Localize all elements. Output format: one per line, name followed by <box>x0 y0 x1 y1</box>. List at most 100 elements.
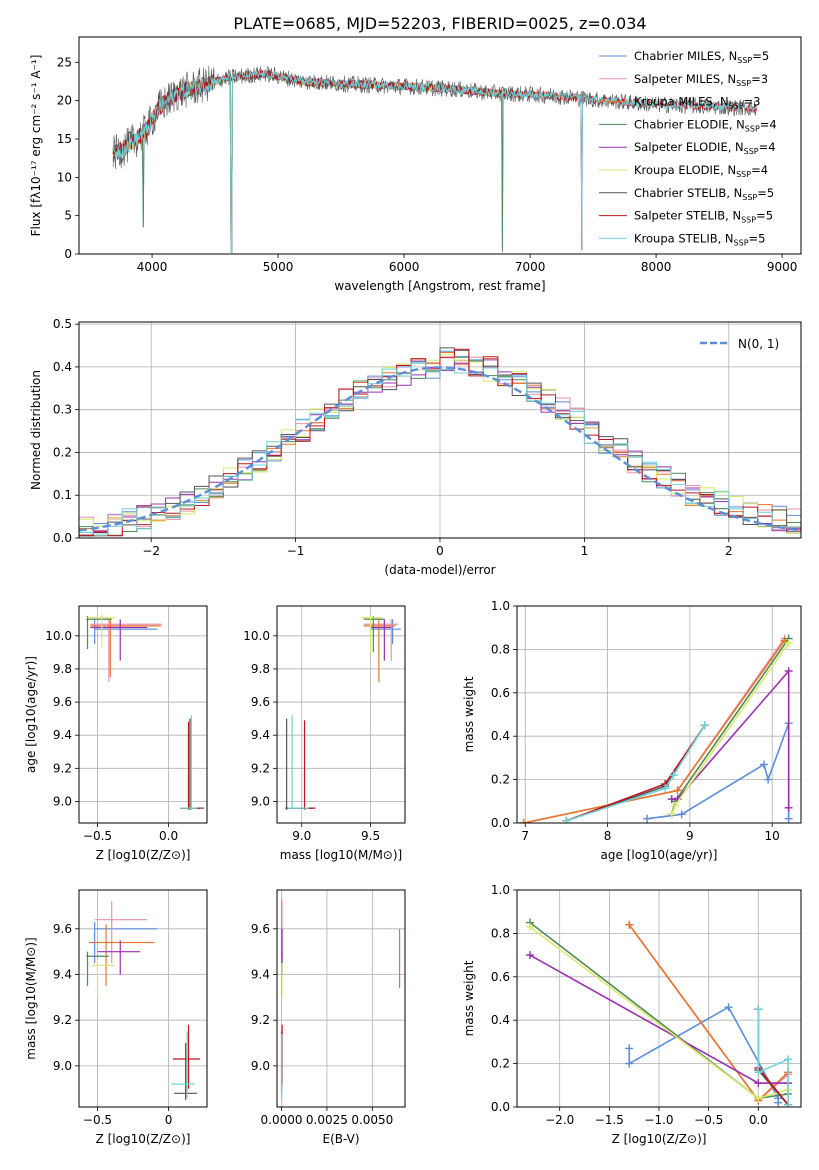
legend: N(0, 1) <box>700 337 779 351</box>
histogram-kroupa_stelib <box>79 362 801 535</box>
y-tick-label: 0.8 <box>491 926 510 940</box>
plot-area <box>86 901 200 1101</box>
plot-area <box>285 614 401 810</box>
axes-frame <box>78 36 802 255</box>
legend-label-chabrier_stelib: Chabrier STELIB, NSSP=5 <box>634 186 774 202</box>
y-tick-label: 9.8 <box>53 662 72 676</box>
panel-age_vs_Z: −0.5 0.0 9.0 9.2 9.4 9.6 9.8 10.0 Z [log10(Z/Z⊙)… <box>24 605 208 862</box>
y-tick-label: 9.8 <box>251 662 270 676</box>
legend-label-salpeter_miles: Salpeter MILES, NSSP=3 <box>634 72 768 88</box>
y-tick-label: 0.4 <box>53 360 72 374</box>
spectrum-line-kroupa_stelib <box>112 69 757 253</box>
x-tick-label: 9.5 <box>361 829 380 843</box>
weight-marker-chabrier_miles <box>625 1044 634 1053</box>
weight-line-chabrier_stelib <box>566 724 706 822</box>
plot-area <box>79 347 801 537</box>
panel-age_vs_mass: 9.0 9.5 9.0 9.2 9.4 9.6 9.8 10.0 mass [log10(M/M… <box>243 605 406 862</box>
weight-marker-kroupa_elodie <box>525 922 534 931</box>
weight-marker-chabrier_miles <box>784 814 793 823</box>
x-tick-label: 9000 <box>767 260 798 274</box>
weight-marker-kroupa_elodie <box>667 810 676 819</box>
weight-line-salpeter_stelib <box>566 724 706 822</box>
x-tick-label: 0.0 <box>749 1113 768 1127</box>
y-tick-label: 10.0 <box>45 629 72 643</box>
x-tick-label: 8 <box>604 829 612 843</box>
y-tick-label: 0.5 <box>53 317 72 331</box>
plot-area <box>280 899 401 1101</box>
weight-marker-chabrier_miles <box>774 1098 783 1107</box>
y-tick-label: 9.0 <box>53 794 72 808</box>
x-tick-label: −0.5 <box>694 1113 723 1127</box>
x-axis-label: Z [log10(Z/Z⊙)] <box>96 1132 191 1146</box>
axes-frame <box>78 889 208 1108</box>
weight-marker-chabrier_miles <box>625 1059 634 1068</box>
axes-frame <box>516 889 802 1108</box>
weight-marker-kroupa_stelib <box>661 784 670 793</box>
y-tick-label: 9.2 <box>53 1013 72 1027</box>
x-tick-label: −2 <box>142 544 160 558</box>
y-axis-label: Normed distribution <box>29 370 43 490</box>
x-axis-label: (data-model)/error <box>384 563 495 577</box>
y-tick-label: 0.6 <box>491 686 510 700</box>
y-axis-label: Flux [fλ10⁻¹⁷ erg cm⁻² s⁻¹ A⁻¹] <box>29 55 43 237</box>
y-tick-label: 9.2 <box>251 1013 270 1027</box>
weight-marker-kroupa_miles <box>673 786 682 795</box>
legend-label-kroupa_elodie: Kroupa ELODIE, NSSP=4 <box>634 163 768 179</box>
weight-marker-salpeter_elodie <box>784 667 793 676</box>
x-axis-label: Z [log10(Z/Z⊙)] <box>96 848 191 862</box>
legend-label-kroupa_stelib: Kroupa STELIB, NSSP=5 <box>634 231 765 247</box>
y-tick-label: 0.2 <box>491 1057 510 1071</box>
x-tick-label: 9 <box>686 829 694 843</box>
x-tick-label: −2.0 <box>545 1113 574 1127</box>
legend-label-normal: N(0, 1) <box>738 337 779 351</box>
panel-weight_vs_age: 7 8 9 10 0.0 0.2 0.4 0.6 0.8 1.0 age [log10(age/yr… <box>462 599 802 862</box>
x-tick-label: 10 <box>765 829 780 843</box>
y-tick-label: 9.4 <box>251 728 270 742</box>
y-tick-label: 9.4 <box>53 728 72 742</box>
y-axis-label: mass weight <box>462 676 476 752</box>
x-tick-label: −1.0 <box>644 1113 673 1127</box>
panel-weight_vs_Z: −2.0 −1.5 −1.0 −0.5 0.0 0.0 0.2 0.4 0.6 0.8 1.0 Z [… <box>462 883 802 1146</box>
legend-label-salpeter_elodie: Salpeter ELODIE, NSSP=4 <box>634 140 776 156</box>
x-tick-label: 0 <box>165 1113 173 1127</box>
weight-line-chabrier_miles <box>628 1006 780 1103</box>
panel-spectrum: 4000 5000 6000 7000 8000 9000 0 5 10 15 20 25 wavele… <box>29 36 802 293</box>
weight-marker-kroupa_stelib <box>784 1055 793 1064</box>
x-tick-label: 7000 <box>515 260 546 274</box>
x-tick-label: −0.5 <box>83 1113 112 1127</box>
x-tick-label: 0 <box>436 544 444 558</box>
y-tick-label: 9.6 <box>53 695 72 709</box>
y-tick-label: 9.0 <box>53 1059 72 1073</box>
x-tick-label: 7 <box>521 829 529 843</box>
y-tick-label: 0.2 <box>53 445 72 459</box>
axes-frame <box>78 321 802 539</box>
y-axis-label: mass [log10(M/M⊙)] <box>24 937 38 1059</box>
y-tick-label: 9.2 <box>251 761 270 775</box>
y-tick-label: 9.6 <box>251 922 270 936</box>
x-tick-label: 6000 <box>389 260 420 274</box>
plot-area <box>525 918 793 1107</box>
normal-curve <box>79 366 799 532</box>
weight-marker-kroupa_miles <box>519 819 528 823</box>
y-tick-label: 0.4 <box>491 729 510 743</box>
weight-marker-kroupa_stelib <box>562 816 571 823</box>
x-tick-label: 8000 <box>641 260 672 274</box>
weight-marker-chabrier_miles <box>764 775 773 784</box>
legend: Chabrier MILES, NSSP=5 Salpeter MILES, NS… <box>599 49 777 247</box>
y-tick-label: 15 <box>57 132 72 146</box>
weight-marker-kroupa_miles <box>625 920 634 929</box>
legend-label-kroupa_miles: Kroupa MILES, NSSP=3 <box>634 95 760 111</box>
x-axis-label: wavelength [Angstrom, rest frame] <box>334 279 545 293</box>
weight-line-chabrier_miles <box>646 722 790 820</box>
y-tick-label: 0.8 <box>491 642 510 656</box>
weight-marker-salpeter_elodie <box>754 1079 763 1088</box>
weight-marker-kroupa_elodie <box>754 1094 763 1103</box>
y-tick-label: 9.4 <box>251 968 270 982</box>
x-tick-label: 0.0000 <box>261 1113 303 1127</box>
y-tick-label: 9.0 <box>251 794 270 808</box>
histogram-salpeter_stelib <box>79 348 801 537</box>
y-tick-label: 10 <box>57 170 72 184</box>
x-tick-label: 9.0 <box>292 829 311 843</box>
y-tick-label: 0.0 <box>491 1100 510 1114</box>
